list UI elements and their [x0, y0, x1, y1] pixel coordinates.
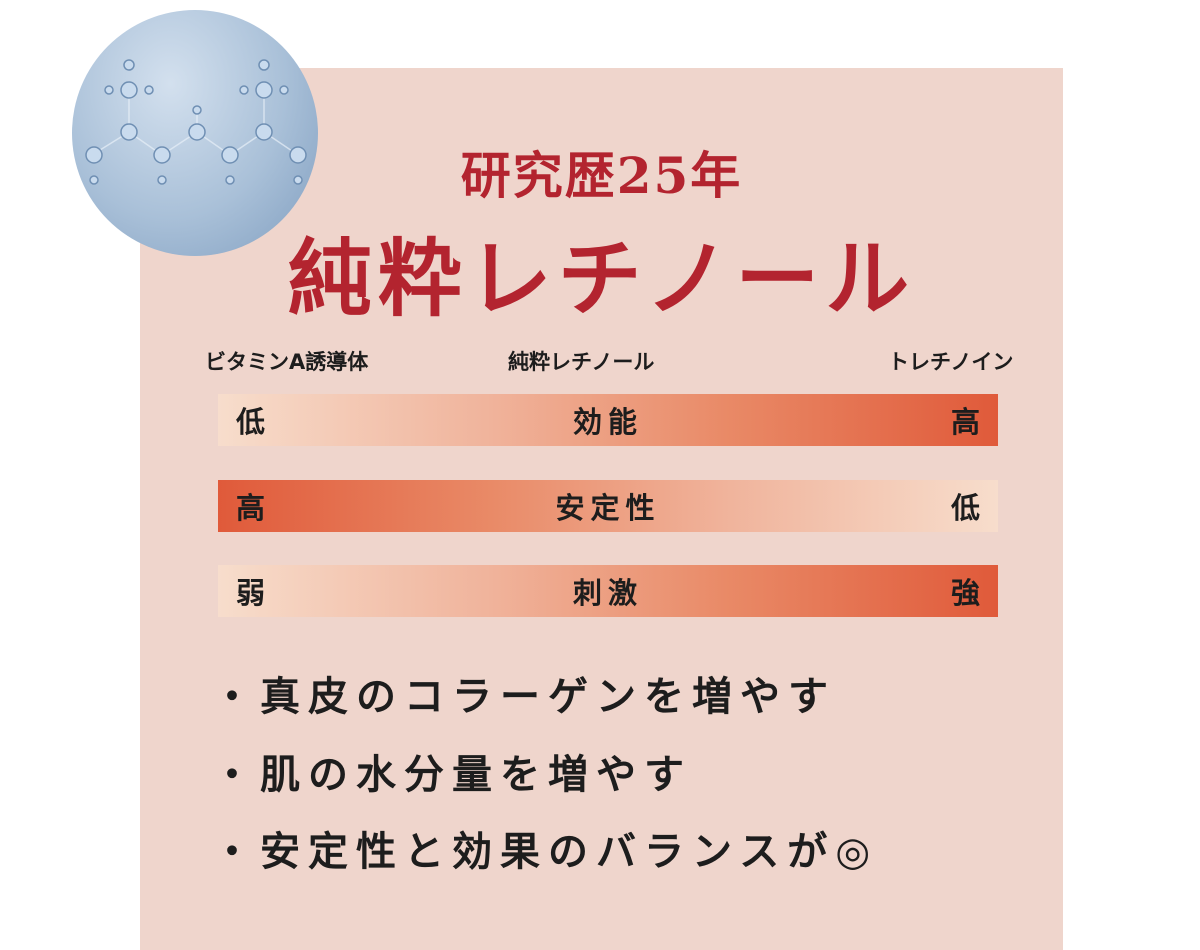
bar-label: 安定性 — [555, 491, 661, 525]
molecule-water-icon — [72, 10, 318, 256]
column-label-derivative: ビタミンA誘導体 — [205, 350, 369, 374]
bar-left-label: 弱 — [236, 576, 266, 610]
subtitle: 研究歴25年 — [460, 146, 743, 205]
irritation-bar: 弱 刺激 強 — [218, 565, 998, 617]
bar-right-label: 強 — [950, 576, 980, 610]
bar-left-label: 低 — [236, 405, 266, 439]
bar-right-label: 高 — [950, 405, 980, 439]
bar-right-label: 低 — [950, 491, 980, 525]
efficacy-bar: 低 効能 高 — [218, 394, 998, 446]
column-label-tretinoin: トレチノイン — [888, 350, 1014, 374]
stability-bar: 高 安定性 低 — [218, 480, 998, 532]
column-label-pure-retinol: 純粋レチノール — [508, 350, 655, 374]
bar-label: 効能 — [572, 405, 643, 439]
page-title: 純粋レチノール — [287, 229, 916, 328]
bar-left-label: 高 — [236, 491, 266, 525]
bar-label: 刺激 — [572, 576, 643, 610]
bullet-item: ・真皮のコラーゲンを増やす — [212, 674, 836, 720]
bullet-item: ・安定性と効果のバランスが◎ — [212, 829, 879, 875]
bullet-item: ・肌の水分量を増やす — [212, 752, 692, 798]
